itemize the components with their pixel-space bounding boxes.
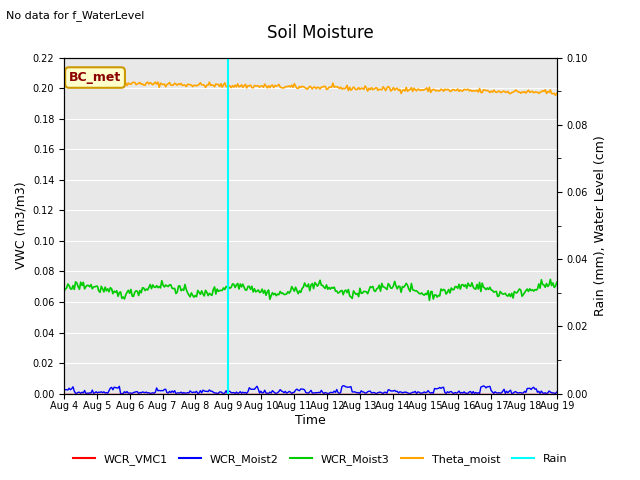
WCR_Moist2 [553, 389, 561, 395]
WCR_Moist3 [60, 288, 68, 294]
Theta_moist [552, 93, 559, 98]
Theta_moist [93, 81, 101, 87]
WCR_VMC1 [484, 391, 492, 396]
WCR_Moist3 [547, 276, 554, 282]
Theta_moist [64, 77, 72, 83]
WCR_Moist2 [60, 386, 68, 392]
Line: WCR_Moist2: WCR_Moist2 [64, 385, 557, 394]
Theta_moist [553, 91, 561, 96]
Line: WCR_Moist3: WCR_Moist3 [64, 279, 557, 300]
WCR_Moist2 [414, 389, 422, 395]
WCR_VMC1 [77, 391, 84, 396]
Line: Theta_moist: Theta_moist [64, 80, 557, 96]
Y-axis label: VWC (m3/m3): VWC (m3/m3) [14, 182, 27, 269]
WCR_Moist2 [77, 390, 84, 396]
Theta_moist [550, 91, 558, 96]
WCR_VMC1 [92, 391, 100, 396]
Legend: WCR_VMC1, WCR_Moist2, WCR_Moist3, Theta_moist, Rain: WCR_VMC1, WCR_Moist2, WCR_Moist3, Theta_… [68, 450, 572, 469]
WCR_VMC1 [553, 391, 561, 396]
WCR_Moist3 [92, 283, 100, 289]
WCR_Moist2 [339, 383, 347, 388]
WCR_Moist3 [486, 284, 493, 290]
X-axis label: Time: Time [295, 414, 326, 427]
Theta_moist [413, 88, 420, 94]
WCR_Moist3 [412, 288, 419, 294]
WCR_VMC1 [412, 391, 419, 396]
WCR_Moist3 [552, 283, 559, 289]
WCR_Moist3 [77, 279, 84, 285]
WCR_VMC1 [60, 391, 68, 396]
WCR_Moist2 [315, 389, 323, 395]
Theta_moist [60, 79, 68, 84]
WCR_Moist2 [92, 389, 100, 395]
Text: BC_met: BC_met [69, 71, 121, 84]
WCR_Moist2 [487, 388, 495, 394]
Text: Soil Moisture: Soil Moisture [267, 24, 373, 42]
WCR_Moist2 [552, 391, 559, 396]
Y-axis label: Rain (mm), Water Level (cm): Rain (mm), Water Level (cm) [593, 135, 607, 316]
WCR_Moist3 [553, 279, 561, 285]
Text: No data for f_WaterLevel: No data for f_WaterLevel [6, 10, 145, 21]
Theta_moist [78, 82, 86, 87]
WCR_VMC1 [314, 391, 321, 396]
WCR_Moist3 [314, 283, 321, 289]
Theta_moist [315, 84, 323, 90]
Theta_moist [486, 89, 493, 95]
WCR_Moist3 [426, 298, 433, 303]
WCR_VMC1 [549, 391, 557, 396]
WCR_Moist2 [135, 391, 143, 396]
